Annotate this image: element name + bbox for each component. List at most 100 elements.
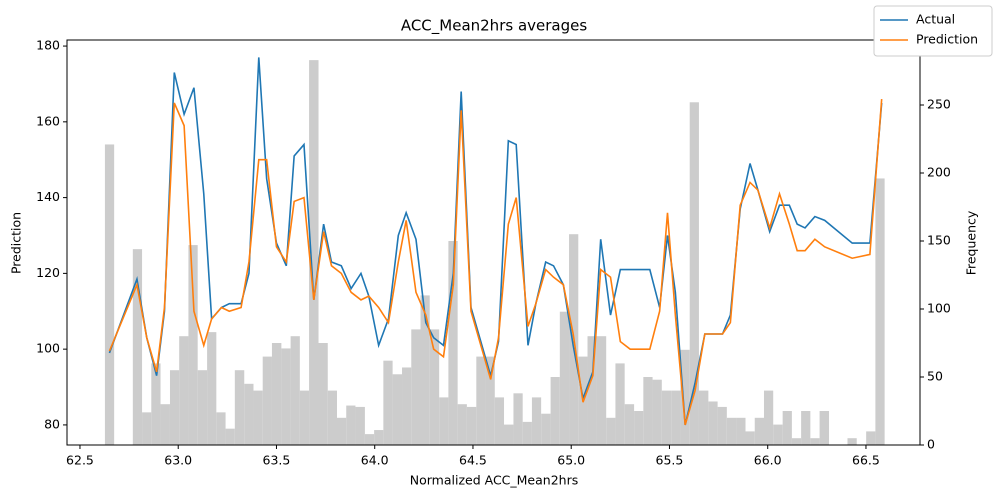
histogram-bar <box>550 377 560 445</box>
histogram-bar <box>244 383 254 445</box>
plot-frame <box>66 39 921 446</box>
histogram-bar <box>773 424 783 445</box>
histogram-bar <box>327 390 337 445</box>
histogram-bar <box>504 424 514 445</box>
histogram-bar <box>476 356 486 445</box>
histogram-bar <box>169 370 180 445</box>
histogram-bar <box>281 348 291 445</box>
line-series <box>108 99 883 426</box>
histogram-bar <box>680 349 690 445</box>
histogram-bar <box>634 411 644 445</box>
histogram-bar <box>513 393 523 445</box>
x-tick-label: 65.0 <box>557 453 585 468</box>
histogram-bar <box>541 413 551 445</box>
histogram-bar <box>234 370 245 445</box>
histogram-bar <box>104 144 115 446</box>
histogram-bar <box>355 406 365 445</box>
histogram-bar <box>318 343 328 445</box>
histogram-bar <box>531 397 542 445</box>
histogram-bar <box>216 412 226 445</box>
histogram-bar <box>374 430 384 445</box>
histogram-bar <box>671 390 681 445</box>
histogram-bar <box>698 390 709 445</box>
histogram-bar <box>383 360 393 445</box>
x-tick-label: 66.5 <box>852 453 880 468</box>
y-tick-label: 80 <box>44 416 60 431</box>
histogram-bar <box>197 370 208 445</box>
histogram-bar <box>485 356 495 445</box>
histogram-bar <box>160 404 170 445</box>
legend-box <box>873 5 993 57</box>
histogram-bar <box>253 390 263 445</box>
histogram-bar <box>207 332 217 445</box>
histogram-bar <box>392 374 403 445</box>
histogram-bar <box>522 421 532 445</box>
histogram-bar <box>290 336 300 445</box>
histogram-bar <box>875 178 885 446</box>
legend-label: Prediction <box>916 32 978 47</box>
histogram-bar <box>346 405 356 445</box>
histogram-bar <box>810 438 820 445</box>
histogram-bar <box>689 102 699 445</box>
y-tick-label: 140 <box>36 189 60 204</box>
histogram-bar <box>559 311 570 445</box>
histogram-bar <box>225 428 235 445</box>
y-tick-label: 120 <box>36 265 60 280</box>
histogram-bar <box>763 390 774 445</box>
histogram-bar <box>708 401 718 445</box>
y-axis-label: Prediction <box>9 212 24 274</box>
y2-tick-label: 250 <box>927 97 951 112</box>
histogram-bar <box>364 434 375 445</box>
histogram-bar <box>188 245 198 445</box>
legend-label: Actual <box>916 12 955 27</box>
x-tick-label: 66.0 <box>754 453 782 468</box>
y2-tick-label: 200 <box>927 165 951 180</box>
histogram-bar <box>448 241 458 445</box>
histogram-bar <box>142 412 152 445</box>
histogram-bar <box>866 431 876 445</box>
x-tick-label: 64.5 <box>459 453 487 468</box>
line-series <box>108 57 883 426</box>
histogram-bar <box>420 295 430 445</box>
y2-axis-label: Frequency <box>964 210 979 275</box>
x-tick-label: 64.0 <box>361 453 389 468</box>
y-tick-label: 160 <box>36 113 60 128</box>
histogram-bar <box>309 60 319 446</box>
y-tick-label: 100 <box>36 341 60 356</box>
histogram-bar <box>132 249 143 445</box>
x-axis-label: Normalized ACC_Mean2hrs <box>410 473 578 488</box>
histogram-bar <box>745 431 755 445</box>
y2-tick-label: 50 <box>927 369 943 384</box>
histogram-bar <box>754 417 764 445</box>
histogram-bar <box>271 343 282 445</box>
y2-tick-label: 0 <box>927 437 935 452</box>
histogram-bar <box>615 363 625 445</box>
histogram-bar <box>457 404 467 445</box>
histogram-bar <box>782 411 792 445</box>
histogram-bar <box>726 417 737 445</box>
histogram-bar <box>801 411 811 445</box>
histogram-bar <box>466 406 477 445</box>
y-tick-label: 180 <box>36 38 60 53</box>
x-tick-label: 65.5 <box>656 453 684 468</box>
x-tick-label: 63.0 <box>164 453 192 468</box>
histogram-bar <box>643 377 653 445</box>
histogram-bar <box>661 390 672 445</box>
histogram-bar <box>717 406 727 445</box>
histogram-bar <box>736 417 746 445</box>
histogram-bar <box>652 379 662 445</box>
histogram-bar <box>151 363 161 445</box>
histogram-bar <box>847 438 857 445</box>
histogram-bar <box>596 336 607 445</box>
histogram-bar <box>819 411 830 445</box>
histogram-bar <box>411 329 421 445</box>
y2-tick-label: 150 <box>927 233 951 248</box>
histogram-bar <box>402 367 412 445</box>
chart-title: ACC_Mean2hrs averages <box>401 17 588 36</box>
histogram-bar <box>624 404 635 445</box>
histogram-bar <box>439 397 449 445</box>
histogram-bar <box>299 390 310 445</box>
histogram-bar <box>494 397 505 445</box>
x-tick-label: 62.5 <box>66 453 94 468</box>
